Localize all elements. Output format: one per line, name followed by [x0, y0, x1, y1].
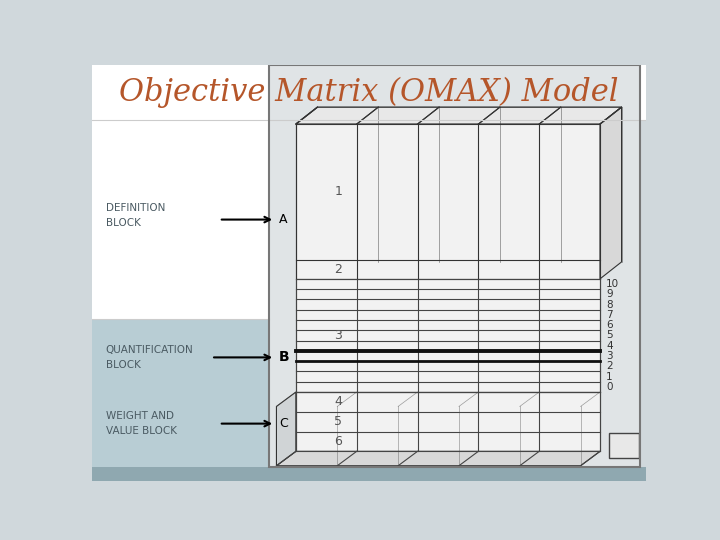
- Bar: [296, 279, 600, 392]
- Text: C: C: [279, 417, 288, 430]
- Text: B: B: [279, 350, 289, 365]
- Text: QUANTIFICATION
BLOCK: QUANTIFICATION BLOCK: [106, 345, 194, 370]
- Text: 7: 7: [606, 310, 613, 320]
- Bar: [92, 467, 647, 481]
- Bar: [609, 433, 639, 457]
- Text: WEIGHT AND
VALUE BLOCK: WEIGHT AND VALUE BLOCK: [106, 411, 176, 436]
- Text: 1: 1: [606, 372, 613, 382]
- Text: 2: 2: [606, 361, 613, 372]
- Text: 8: 8: [606, 300, 613, 309]
- Text: 0: 0: [606, 382, 613, 392]
- Bar: [296, 392, 600, 451]
- Bar: [269, 65, 640, 467]
- Text: 4: 4: [606, 341, 613, 351]
- Polygon shape: [276, 392, 296, 465]
- Text: 5: 5: [334, 415, 343, 428]
- Polygon shape: [600, 107, 621, 279]
- Text: 1: 1: [335, 185, 343, 198]
- Text: 2: 2: [335, 263, 343, 276]
- Text: DEFINITION
BLOCK: DEFINITION BLOCK: [106, 204, 165, 228]
- Bar: [269, 65, 640, 467]
- Text: 6: 6: [606, 320, 613, 330]
- Polygon shape: [276, 451, 600, 465]
- Text: 6: 6: [335, 435, 343, 448]
- Bar: [92, 65, 647, 120]
- Bar: [92, 120, 269, 319]
- Text: 9: 9: [606, 289, 613, 299]
- Text: 10: 10: [606, 279, 619, 289]
- Polygon shape: [296, 107, 621, 124]
- Text: A: A: [279, 213, 287, 226]
- Bar: [92, 319, 269, 467]
- Text: 3: 3: [606, 351, 613, 361]
- Text: 5: 5: [606, 330, 613, 340]
- Bar: [296, 124, 600, 279]
- Text: 4: 4: [335, 395, 343, 408]
- Text: Objective Matrix (OMAX) Model: Objective Matrix (OMAX) Model: [120, 77, 618, 108]
- Text: 3: 3: [335, 329, 343, 342]
